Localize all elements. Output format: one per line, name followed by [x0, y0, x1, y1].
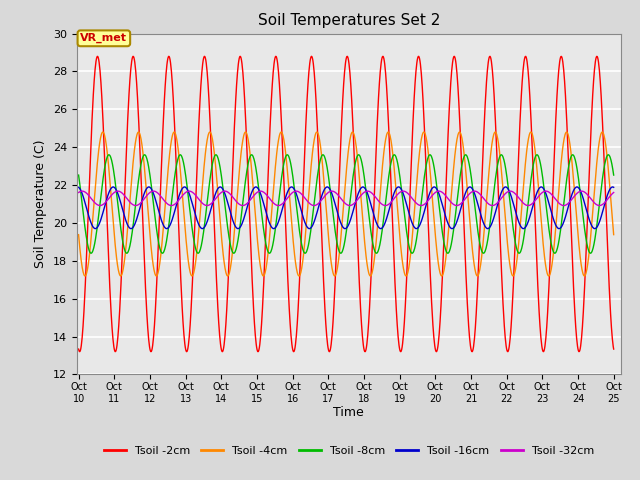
Tsoil -32cm	[255, 189, 263, 194]
Line: Tsoil -16cm: Tsoil -16cm	[79, 187, 614, 228]
Tsoil -2cm	[272, 53, 280, 59]
Tsoil -16cm	[307, 225, 314, 231]
Tsoil -16cm	[75, 184, 83, 190]
Tsoil -32cm	[610, 190, 618, 195]
Tsoil -2cm	[75, 346, 83, 352]
Tsoil -4cm	[356, 191, 364, 196]
Tsoil -8cm	[165, 219, 173, 225]
Tsoil -16cm	[255, 187, 262, 192]
Tsoil -32cm	[356, 193, 364, 199]
Tsoil -4cm	[368, 271, 376, 276]
Tsoil -8cm	[367, 232, 375, 238]
Tsoil -8cm	[610, 172, 618, 178]
Tsoil -16cm	[356, 187, 364, 193]
Tsoil -8cm	[356, 154, 364, 159]
Title: Soil Temperatures Set 2: Soil Temperatures Set 2	[258, 13, 440, 28]
Tsoil -32cm	[307, 202, 315, 207]
Tsoil -4cm	[146, 227, 154, 233]
Tsoil -32cm	[78, 188, 86, 194]
Tsoil -32cm	[367, 190, 375, 195]
Legend: Tsoil -2cm, Tsoil -4cm, Tsoil -8cm, Tsoil -16cm, Tsoil -32cm: Tsoil -2cm, Tsoil -4cm, Tsoil -8cm, Tsoi…	[99, 441, 598, 460]
Tsoil -4cm	[75, 232, 83, 238]
Tsoil -32cm	[596, 203, 604, 208]
Line: Tsoil -4cm: Tsoil -4cm	[79, 132, 614, 276]
Y-axis label: Soil Temperature (C): Soil Temperature (C)	[35, 140, 47, 268]
Tsoil -16cm	[367, 202, 375, 207]
Tsoil -2cm	[165, 53, 173, 59]
Tsoil -2cm	[290, 349, 298, 355]
X-axis label: Time: Time	[333, 407, 364, 420]
Tsoil -16cm	[146, 184, 154, 190]
Tsoil -8cm	[146, 173, 154, 179]
Tsoil -8cm	[75, 172, 83, 178]
Tsoil -4cm	[610, 232, 618, 238]
Line: Tsoil -8cm: Tsoil -8cm	[79, 155, 614, 253]
Tsoil -2cm	[255, 347, 262, 353]
Line: Tsoil -32cm: Tsoil -32cm	[79, 191, 614, 205]
Text: VR_met: VR_met	[81, 33, 127, 43]
Tsoil -8cm	[307, 226, 315, 231]
Tsoil -4cm	[277, 129, 285, 135]
Tsoil -16cm	[610, 184, 618, 190]
Tsoil -32cm	[75, 190, 83, 195]
Tsoil -8cm	[604, 152, 612, 157]
Tsoil -32cm	[165, 202, 173, 208]
Tsoil -8cm	[87, 251, 95, 256]
Tsoil -32cm	[146, 190, 154, 195]
Tsoil -2cm	[146, 344, 154, 350]
Tsoil -16cm	[395, 184, 403, 190]
Tsoil -4cm	[165, 160, 173, 166]
Tsoil -8cm	[255, 191, 263, 197]
Tsoil -2cm	[610, 346, 618, 352]
Tsoil -4cm	[295, 273, 303, 279]
Tsoil -2cm	[308, 53, 316, 59]
Tsoil -16cm	[413, 226, 420, 231]
Tsoil -2cm	[368, 256, 376, 262]
Tsoil -2cm	[356, 307, 364, 312]
Line: Tsoil -2cm: Tsoil -2cm	[79, 56, 614, 352]
Tsoil -4cm	[308, 159, 316, 165]
Tsoil -4cm	[255, 252, 262, 257]
Tsoil -16cm	[165, 225, 173, 230]
